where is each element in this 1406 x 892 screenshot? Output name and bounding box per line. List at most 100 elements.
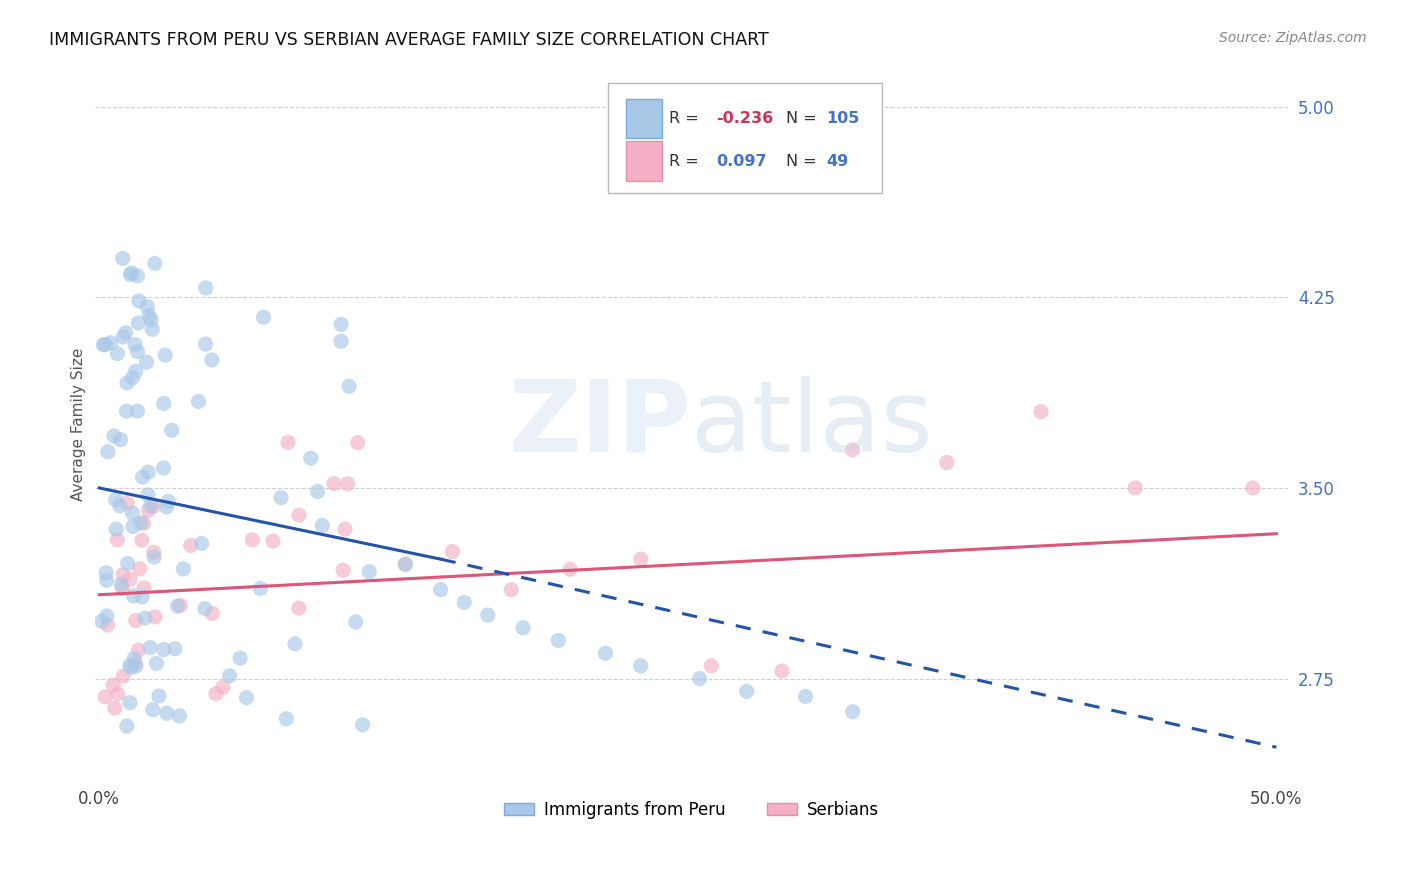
Point <box>134 611 156 625</box>
Text: N =: N = <box>786 153 827 169</box>
Point <box>330 318 353 332</box>
Point <box>91 338 114 352</box>
Point <box>394 558 416 572</box>
Point <box>143 610 166 624</box>
Point <box>90 614 112 628</box>
Text: 0.097: 0.097 <box>717 153 768 169</box>
Point <box>128 562 150 576</box>
Point <box>131 470 153 484</box>
Text: N =: N = <box>786 111 821 126</box>
Point <box>1123 481 1146 495</box>
Point <box>558 562 581 576</box>
Point <box>97 618 120 632</box>
Point <box>190 536 212 550</box>
Point <box>124 337 146 351</box>
Text: ZIP: ZIP <box>509 376 692 473</box>
Point <box>129 516 152 530</box>
Bar <box>626 142 662 180</box>
Point <box>235 690 257 705</box>
Point <box>194 281 217 295</box>
Point <box>139 640 162 655</box>
Point <box>103 678 125 692</box>
Point <box>94 337 117 351</box>
Point <box>336 476 359 491</box>
FancyBboxPatch shape <box>607 83 883 193</box>
Point <box>252 310 274 325</box>
Point <box>121 506 143 520</box>
Point <box>262 534 284 549</box>
Point <box>299 451 322 466</box>
Point <box>107 687 129 701</box>
Point <box>127 316 149 330</box>
Point <box>104 701 127 715</box>
Point <box>352 718 374 732</box>
Point <box>212 681 235 695</box>
Point <box>841 705 863 719</box>
Point <box>187 394 209 409</box>
Point <box>120 268 142 282</box>
Point <box>145 657 167 671</box>
Point <box>935 456 957 470</box>
Point <box>359 565 381 579</box>
Point <box>333 522 356 536</box>
Point <box>322 476 344 491</box>
Point <box>115 496 138 510</box>
Point <box>96 608 118 623</box>
Point <box>127 344 149 359</box>
Point <box>270 491 292 505</box>
Point <box>142 545 165 559</box>
Point <box>96 574 118 588</box>
Point <box>118 658 141 673</box>
Point <box>477 608 499 623</box>
Point <box>841 442 863 457</box>
Point <box>441 544 464 558</box>
Point <box>344 615 367 629</box>
Point <box>595 646 617 660</box>
Point <box>94 690 117 704</box>
Point <box>152 642 174 657</box>
Point <box>229 651 252 665</box>
Point <box>794 690 817 704</box>
Point <box>104 492 127 507</box>
Text: 49: 49 <box>827 153 848 169</box>
Point <box>114 326 136 340</box>
Point <box>512 621 534 635</box>
Point <box>138 503 160 517</box>
Point <box>218 669 240 683</box>
Point <box>240 533 263 547</box>
Point <box>143 256 166 270</box>
Point <box>307 484 329 499</box>
Point <box>194 601 217 615</box>
Point <box>122 589 145 603</box>
Point <box>249 582 271 596</box>
Point <box>277 435 299 450</box>
Point <box>276 712 298 726</box>
Point <box>111 582 134 596</box>
Point <box>169 709 191 723</box>
Point <box>770 664 793 678</box>
Point <box>136 488 159 502</box>
Point <box>136 300 159 314</box>
Point <box>112 330 135 344</box>
Point <box>160 423 183 437</box>
Text: 105: 105 <box>827 111 859 126</box>
Point <box>115 376 138 390</box>
Point <box>155 348 177 362</box>
Point <box>148 689 170 703</box>
Y-axis label: Average Family Size: Average Family Size <box>72 348 86 501</box>
Point <box>105 346 128 360</box>
Point <box>630 659 652 673</box>
Bar <box>626 99 662 138</box>
Point <box>112 669 135 683</box>
Point <box>288 508 311 522</box>
Point <box>1241 481 1264 495</box>
Point <box>135 355 157 369</box>
Point <box>134 581 156 595</box>
Point <box>453 595 475 609</box>
Point <box>180 538 202 552</box>
Text: atlas: atlas <box>692 376 934 473</box>
Point <box>120 660 142 674</box>
Point <box>127 268 149 283</box>
Point <box>1029 405 1052 419</box>
Legend: Immigrants from Peru, Serbians: Immigrants from Peru, Serbians <box>496 794 886 825</box>
